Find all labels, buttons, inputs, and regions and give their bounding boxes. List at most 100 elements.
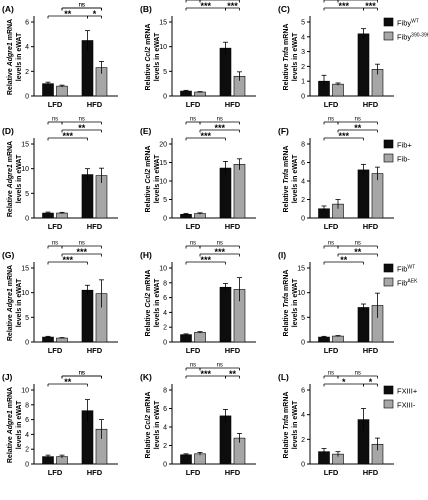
legend-swatch-dark — [383, 17, 394, 27]
y-tick-label: 5 — [163, 197, 167, 204]
y-tick-label: 8 — [163, 280, 167, 287]
y-tick-label: 6 — [301, 160, 305, 167]
y-tick-label: 15 — [159, 160, 167, 167]
y-tick-label: 8 — [301, 142, 305, 149]
x-tick-label: HFD — [363, 100, 379, 109]
legend-label-sup: 390-396A — [411, 33, 428, 39]
legend-swatch-light — [383, 277, 394, 287]
significance-label: *** — [227, 1, 238, 11]
y-label-gene: Adgre1 — [7, 288, 14, 313]
y-axis-label: Relative Ccl2 mRNA levels in eWAT — [145, 392, 161, 459]
legend-swatch-light — [383, 153, 394, 163]
y-tick-label: 0 — [25, 340, 29, 347]
y-tick-label: 0 — [301, 462, 305, 469]
y-label-suffix: mRNA — [283, 270, 290, 293]
panel-i: (I)Relative Tnfa mRNA levels in eWAT05101… — [278, 241, 394, 355]
legend-label-text: FXIII- — [397, 401, 416, 410]
y-axis-label-line1: Relative Tnfa mRNA — [283, 392, 290, 459]
significance-label: ** — [78, 123, 86, 133]
significance-label: * — [93, 9, 97, 19]
significance-label: ** — [354, 123, 362, 133]
legend-label-dark: FibyWT — [397, 19, 419, 28]
significance-label: ns — [328, 0, 334, 1]
legend-label-text: Fiby — [397, 19, 411, 28]
significance-label: ns — [217, 241, 223, 247]
x-tick-label: HFD — [363, 346, 379, 355]
y-label-prefix: Relative — [283, 62, 290, 91]
bar — [56, 85, 68, 97]
y-tick-label: 5 — [163, 69, 167, 76]
y-tick-label: 2 — [301, 64, 305, 71]
bar — [194, 453, 206, 465]
bar — [194, 91, 206, 97]
y-axis-label: Relative Tnfa mRNA levels in eWAT — [283, 270, 299, 337]
significance-label: ns — [79, 117, 85, 123]
x-tick-label: LFD — [48, 100, 63, 109]
y-label-prefix: Relative — [283, 308, 290, 337]
bar — [180, 454, 192, 465]
significance-label: ns — [328, 371, 334, 377]
legend-label-dark: Fib+ — [397, 141, 412, 150]
y-tick-label: 0 — [301, 340, 305, 347]
y-tick-label: 4 — [301, 34, 305, 41]
y-tick-label: 2 — [25, 447, 29, 454]
y-tick-label: 5 — [301, 20, 305, 27]
significance-label: ns — [79, 371, 85, 377]
significance-label: * — [342, 377, 346, 387]
panel-l: (L)Relative Tnfa mRNA levels in eWAT0246L… — [278, 371, 394, 477]
y-label-prefix: Relative — [145, 430, 152, 459]
y-tick-label: 2 — [163, 325, 167, 332]
bar — [81, 289, 94, 343]
y-tick-label: 0 — [163, 216, 167, 223]
y-axis-label-line1: Relative Adgre1 mRNA — [7, 141, 14, 217]
y-label-prefix: Relative — [145, 62, 152, 91]
y-axis-label-line1: Relative Adgre1 mRNA — [7, 387, 14, 463]
y-label-suffix: mRNA — [7, 19, 14, 42]
significance-label: *** — [214, 123, 225, 133]
y-tick-label: 0 — [301, 216, 305, 223]
significance-label: ns — [217, 117, 223, 123]
y-axis-label: Relative Tnfa mRNA levels in eWAT — [283, 146, 299, 213]
y-axis-label-line2: levels in eWAT — [292, 400, 299, 449]
y-tick-label: 4 — [301, 412, 305, 419]
y-axis-label-line2: levels in eWAT — [154, 154, 161, 203]
y-tick-label: 4 — [25, 432, 29, 439]
panel-label: (A) — [2, 4, 14, 14]
y-label-prefix: Relative — [145, 308, 152, 337]
x-tick-label: LFD — [48, 346, 63, 355]
y-axis-label: Relative Tnfa mRNA levels in eWAT — [283, 392, 299, 459]
y-label-prefix: Relative — [283, 430, 290, 459]
y-tick-label: 4 — [301, 179, 305, 186]
y-label-gene: Adgre1 — [7, 410, 14, 435]
panel-e: (E)Relative Ccl2 mRNA levels in eWAT05101… — [140, 117, 256, 231]
bar — [42, 83, 54, 97]
y-label-suffix: mRNA — [145, 392, 152, 415]
significance-label: *** — [200, 131, 211, 141]
y-label-prefix: Relative — [7, 312, 14, 341]
y-tick-label: 10 — [159, 179, 167, 186]
y-axis-label-line1: Relative Adgre1 mRNA — [7, 265, 14, 341]
legend-label-text: Fib- — [397, 155, 410, 164]
significance-label: *** — [214, 247, 225, 257]
legend-label-light: FibAEK — [397, 279, 418, 288]
y-axis-label: Relative Ccl2 mRNA levels in eWAT — [145, 24, 161, 91]
legend-row-3: FXIII+ FXIII- — [383, 385, 418, 410]
significance-label: ns — [328, 241, 334, 247]
significance-label: ns — [79, 371, 85, 377]
panel-label: (C) — [278, 4, 290, 14]
bar — [357, 169, 370, 219]
x-tick-label: HFD — [87, 468, 103, 477]
significance-label: *** — [365, 1, 376, 11]
bar — [180, 334, 192, 343]
y-label-gene: Adgre1 — [7, 42, 14, 67]
y-axis-label-line2: levels in eWAT — [154, 278, 161, 327]
y-label-suffix: mRNA — [283, 392, 290, 415]
y-tick-label: 10 — [21, 388, 29, 395]
y-axis-label-line2: levels in eWAT — [292, 154, 299, 203]
